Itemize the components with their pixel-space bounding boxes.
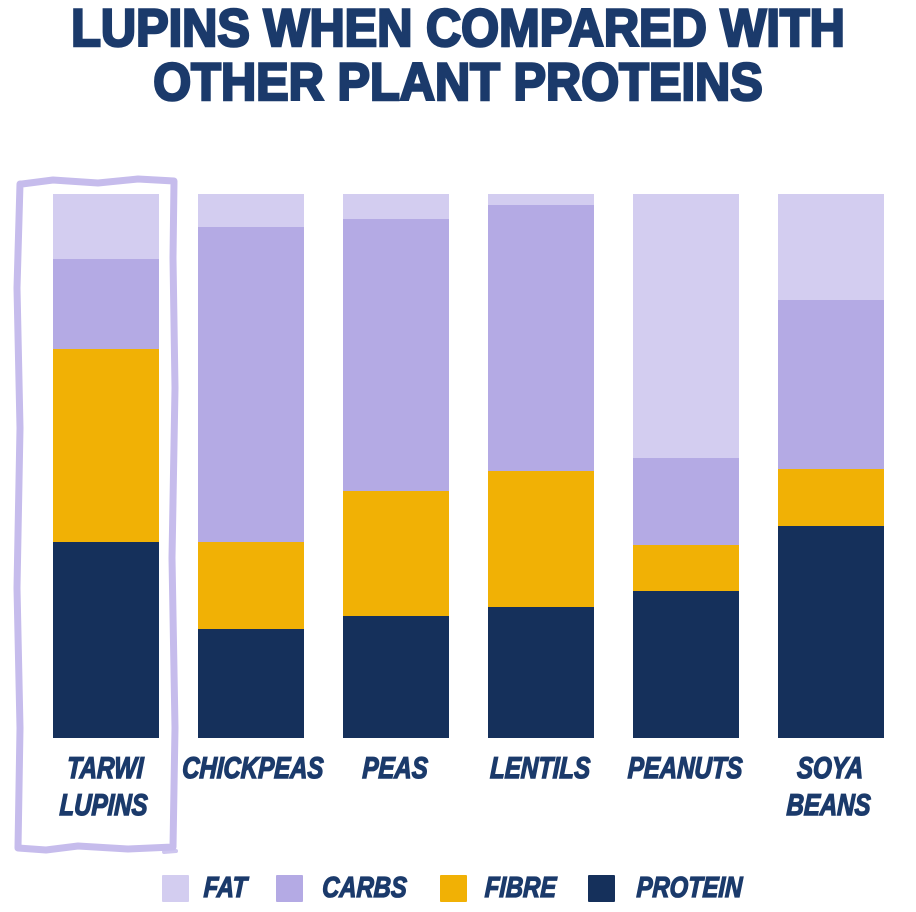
bars-area <box>0 194 916 738</box>
legend-item-carbs: CARBS <box>275 871 416 905</box>
legend-item-fibre: FIBRE <box>439 871 564 905</box>
legend-label-fibre: FIBRE <box>483 871 557 904</box>
segment-protein-peanuts <box>633 591 739 738</box>
segment-protein-chickpeas <box>198 629 304 738</box>
segment-carbs-lentils <box>488 204 594 472</box>
legend-swatch-protein <box>587 875 615 902</box>
segment-carbs-soya-beans <box>778 300 884 469</box>
category-label-soya-beans: SOYA BEANS <box>785 751 872 822</box>
segment-fibre-tarwi-lupins <box>53 349 159 543</box>
bar-chickpeas <box>198 194 304 738</box>
bar-soya-beans <box>778 194 884 738</box>
segment-fat-peas <box>343 194 449 219</box>
bar-peas <box>343 194 449 738</box>
segment-fat-tarwi-lupins <box>53 194 159 260</box>
segment-carbs-tarwi-lupins <box>53 259 159 350</box>
segment-protein-tarwi-lupins <box>53 542 159 738</box>
highlight-border <box>13 175 179 854</box>
bar-lentils <box>488 194 594 738</box>
segment-fibre-lentils <box>488 471 594 608</box>
segment-carbs-chickpeas <box>198 226 304 543</box>
segment-fat-chickpeas <box>198 194 304 227</box>
bar-tarwi-lupins <box>53 194 159 738</box>
segment-carbs-peas <box>343 218 449 491</box>
segment-fat-lentils <box>488 194 594 205</box>
legend-label-protein: PROTEIN <box>635 871 743 904</box>
category-label-chickpeas: CHICKPEAS <box>181 751 325 785</box>
category-label-tarwi-lupins: TARWI LUPINS <box>58 751 149 822</box>
bar-peanuts <box>633 194 739 738</box>
segment-carbs-peanuts <box>633 457 739 545</box>
legend-swatch-fat <box>162 875 190 902</box>
legend: FAT CARBS FIBRE PROTEIN <box>0 871 916 905</box>
segment-protein-lentils <box>488 607 594 738</box>
legend-item-fat: FAT <box>162 871 252 905</box>
category-label-peanuts: PEANUTS <box>627 751 744 785</box>
segment-fibre-peanuts <box>633 544 739 592</box>
legend-label-fat: FAT <box>203 871 249 904</box>
segment-protein-soya-beans <box>778 525 884 738</box>
segment-fat-soya-beans <box>778 194 884 301</box>
category-label-lentils: LENTILS <box>489 751 592 785</box>
legend-swatch-fibre <box>439 875 467 902</box>
segment-fibre-peas <box>343 490 449 616</box>
segment-fibre-chickpeas <box>198 542 304 630</box>
segment-protein-peas <box>343 615 449 738</box>
segment-fat-peanuts <box>633 194 739 458</box>
legend-label-carbs: CARBS <box>321 871 408 904</box>
segment-fibre-soya-beans <box>778 468 884 526</box>
chart-title: LUPINS WHEN COMPARED WITH OTHER PLANT PR… <box>70 0 846 112</box>
legend-swatch-carbs <box>275 875 303 902</box>
legend-item-protein: PROTEIN <box>587 871 754 905</box>
category-label-peas: PEAS <box>361 751 429 785</box>
